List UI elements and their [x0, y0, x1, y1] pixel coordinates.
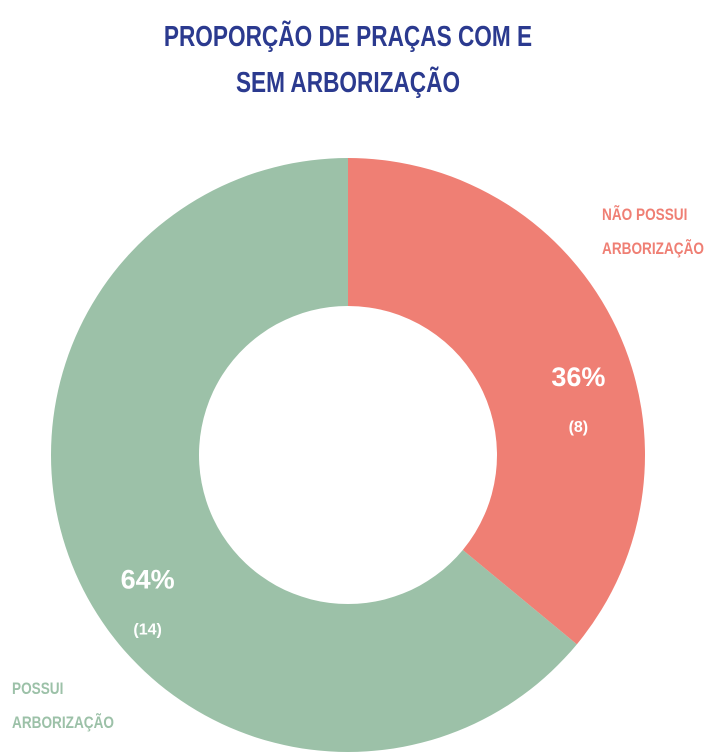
chart-title: PROPORÇÃO DE PRAÇAS COM E SEM ARBORIZAÇÃ…	[163, 21, 533, 99]
category-label: POSSUI ARBORIZAÇÃO	[12, 679, 114, 732]
category-label: NÃO POSSUI ARBORIZAÇÃO	[602, 205, 704, 258]
percent-label: 36%	[551, 362, 605, 392]
percent-label: 64%	[121, 564, 175, 594]
donut-slice	[50, 158, 577, 752]
count-label: (8)	[569, 419, 589, 436]
donut-slice	[348, 158, 645, 645]
count-label: (14)	[133, 622, 161, 639]
